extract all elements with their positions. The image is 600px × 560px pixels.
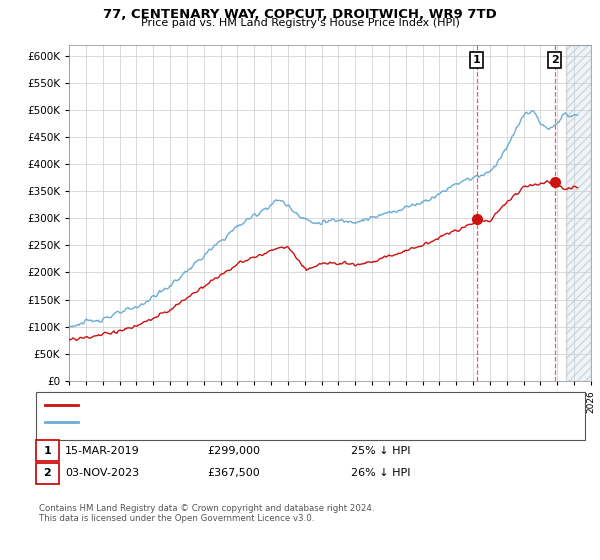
- Bar: [566, 45, 591, 381]
- Text: Price paid vs. HM Land Registry's House Price Index (HPI): Price paid vs. HM Land Registry's House …: [140, 18, 460, 29]
- Text: 03-NOV-2023: 03-NOV-2023: [65, 468, 139, 478]
- Text: 25% ↓ HPI: 25% ↓ HPI: [351, 446, 410, 456]
- Text: 26% ↓ HPI: 26% ↓ HPI: [351, 468, 410, 478]
- Text: £299,000: £299,000: [207, 446, 260, 456]
- Text: 15-MAR-2019: 15-MAR-2019: [65, 446, 140, 456]
- Text: £367,500: £367,500: [207, 468, 260, 478]
- Text: 2: 2: [551, 55, 559, 65]
- Bar: [566, 45, 591, 381]
- Text: HPI: Average price, detached house, Wychavon: HPI: Average price, detached house, Wych…: [85, 417, 317, 427]
- Text: 77, CENTENARY WAY, COPCUT, DROITWICH, WR9 7TD (detached house): 77, CENTENARY WAY, COPCUT, DROITWICH, WR…: [85, 400, 437, 410]
- Text: 1: 1: [473, 55, 481, 65]
- Text: 2: 2: [44, 468, 51, 478]
- Text: 77, CENTENARY WAY, COPCUT, DROITWICH, WR9 7TD: 77, CENTENARY WAY, COPCUT, DROITWICH, WR…: [103, 8, 497, 21]
- Text: 1: 1: [44, 446, 51, 456]
- Text: Contains HM Land Registry data © Crown copyright and database right 2024.
This d: Contains HM Land Registry data © Crown c…: [39, 504, 374, 524]
